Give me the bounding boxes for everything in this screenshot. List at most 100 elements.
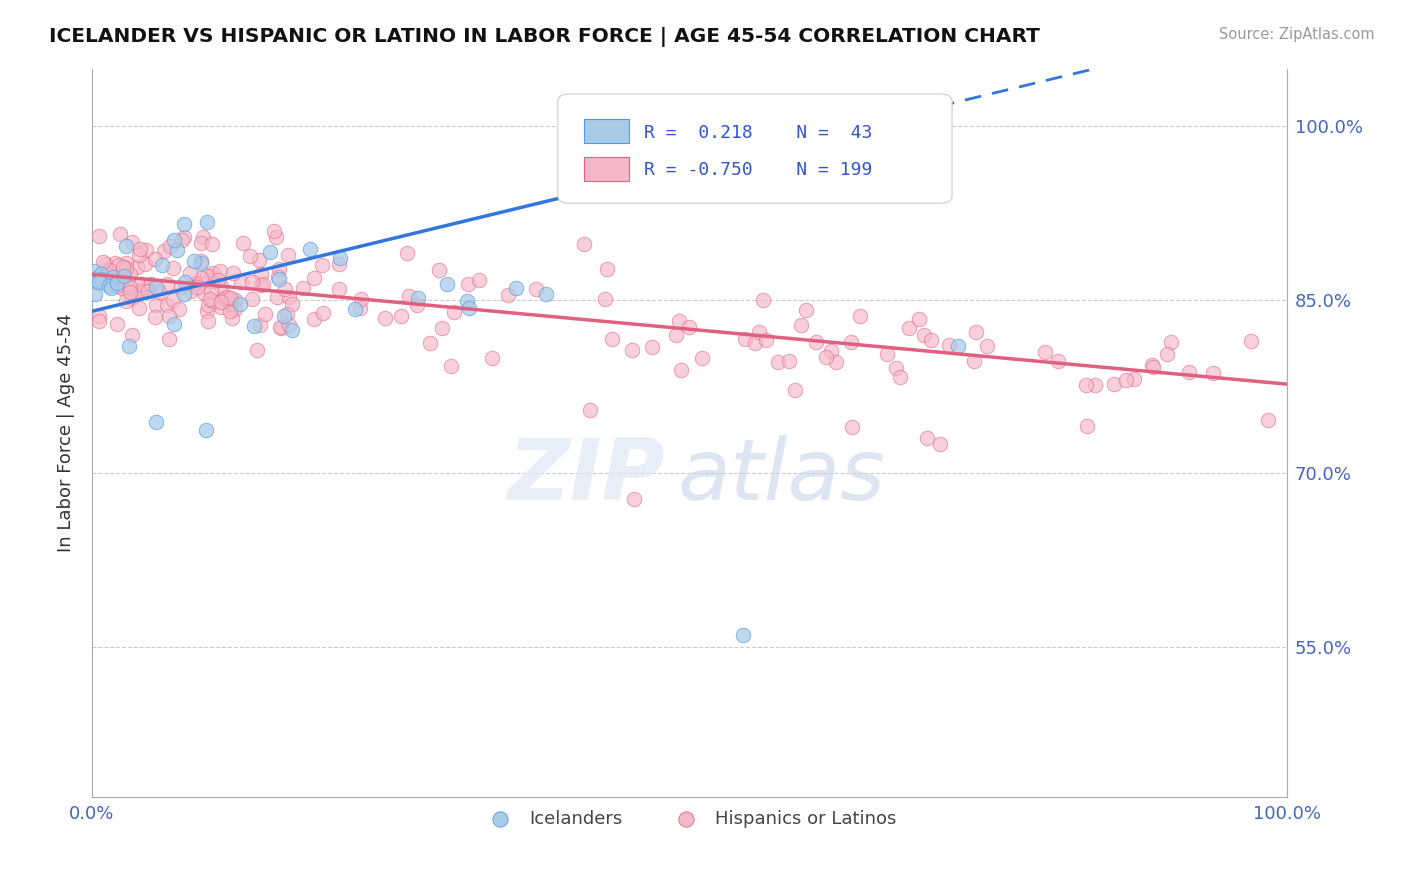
Point (766, 355, 789, 369)
Point (398, 289, 420, 303)
Text: Source: ZipAtlas.com: Source: ZipAtlas.com (1219, 27, 1375, 42)
Point (97, 278, 120, 293)
Point (218, 291, 240, 305)
Point (600, 332, 623, 346)
Point (976, 339, 998, 353)
Point (162, 293, 184, 307)
Point (108, 259, 131, 273)
Point (574, 237, 596, 252)
Point (121, 291, 143, 305)
Point (136, 280, 159, 294)
Point (269, 319, 291, 334)
Point (202, 274, 225, 288)
Point (641, 340, 664, 354)
Point (173, 287, 195, 301)
Point (790, 318, 813, 332)
Point (90, 272, 112, 286)
Point (267, 272, 290, 286)
Point (121, 235, 143, 250)
Point (1084, 378, 1107, 392)
Point (668, 313, 690, 327)
Point (112, 260, 135, 274)
Point (190, 235, 212, 250)
Point (117, 339, 139, 353)
Point (928, 437, 950, 451)
Point (156, 277, 179, 291)
Point (240, 292, 263, 306)
Point (167, 301, 190, 316)
Point (232, 236, 254, 251)
Point (169, 280, 191, 294)
Point (90, 267, 112, 281)
Point (218, 304, 240, 318)
Point (104, 256, 127, 270)
Point (128, 248, 150, 262)
Point (734, 332, 756, 346)
Point (105, 279, 128, 293)
Point (186, 277, 208, 291)
Point (690, 351, 713, 366)
FancyBboxPatch shape (583, 157, 630, 181)
Point (191, 229, 214, 244)
Point (395, 246, 418, 260)
Point (115, 260, 138, 275)
Point (273, 310, 295, 324)
Point (524, 282, 547, 296)
Point (143, 310, 166, 324)
Point (938, 338, 960, 352)
Point (190, 256, 212, 270)
Point (193, 286, 215, 301)
Point (436, 277, 458, 292)
Point (212, 291, 235, 305)
Point (534, 287, 557, 301)
Point (211, 300, 233, 314)
Point (111, 281, 134, 295)
Point (162, 260, 184, 275)
Point (101, 271, 124, 285)
FancyBboxPatch shape (558, 94, 952, 203)
Point (250, 267, 273, 281)
Point (129, 283, 152, 297)
Point (579, 402, 602, 417)
Point (752, 293, 775, 308)
Point (200, 285, 222, 299)
Point (270, 320, 292, 334)
Point (129, 242, 152, 256)
Point (200, 293, 222, 307)
Point (1202, 366, 1225, 380)
Point (1104, 377, 1126, 392)
Point (87, 276, 110, 290)
Point (920, 334, 942, 348)
Point (778, 354, 800, 368)
Point (179, 266, 201, 280)
Point (329, 251, 352, 265)
Text: R =  0.218    N =  43: R = 0.218 N = 43 (644, 124, 872, 142)
Point (266, 290, 288, 304)
Point (1047, 354, 1070, 368)
Point (915, 432, 938, 446)
Point (145, 415, 167, 429)
Point (281, 323, 304, 337)
Point (202, 266, 225, 280)
Point (794, 303, 817, 318)
Point (243, 319, 266, 334)
Point (1115, 373, 1137, 387)
Point (259, 244, 281, 259)
Point (129, 277, 152, 291)
Point (143, 252, 166, 267)
Point (247, 253, 270, 268)
Point (249, 318, 271, 332)
Point (174, 276, 197, 290)
Point (162, 233, 184, 247)
Point (344, 302, 367, 317)
Point (108, 227, 131, 241)
Point (200, 268, 222, 283)
Point (1156, 347, 1178, 361)
Point (238, 249, 260, 263)
Point (100, 273, 122, 287)
Point (145, 279, 167, 293)
Point (84, 287, 107, 301)
Point (665, 327, 688, 342)
FancyBboxPatch shape (583, 120, 630, 143)
Point (180, 284, 202, 298)
